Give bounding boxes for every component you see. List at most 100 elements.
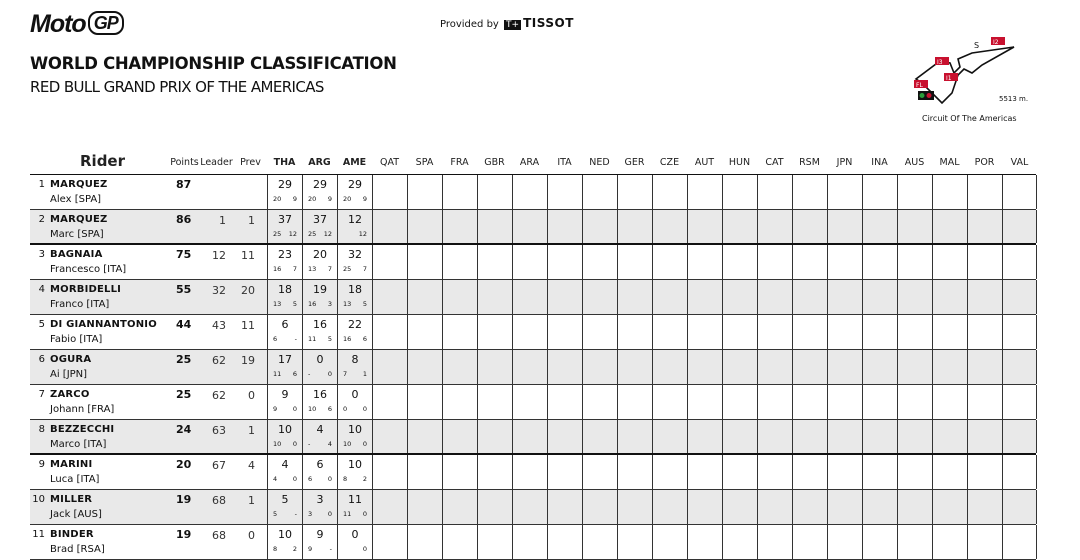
race-cell-ame: 32 25 7 (337, 245, 372, 279)
race-points: - (294, 510, 297, 518)
race-header-jpn: JPN (836, 157, 853, 168)
race-cell-hun (722, 245, 757, 279)
rider-firstname: Jack [AUS] (50, 509, 102, 520)
race-points: 0 (362, 405, 367, 413)
gap-prev: 0 (248, 529, 255, 542)
race-cell-hun (722, 350, 757, 384)
race-cell-ned (582, 350, 617, 384)
svg-text:S: S (974, 41, 979, 50)
race-cell-mal (932, 455, 967, 489)
race-cell-arg: 0-0 (302, 350, 337, 384)
position: 1 (38, 179, 45, 190)
points: 25 (176, 353, 192, 366)
race-header-aut: AUT (694, 157, 715, 168)
race-cell-spa (407, 385, 442, 419)
race-cell-mal (932, 210, 967, 243)
race-cell-cze (652, 455, 687, 489)
race-cell-cze (652, 245, 687, 279)
race-cell-aus (897, 210, 932, 243)
race-points: 9 (362, 195, 367, 203)
leader-header: Leader (200, 157, 233, 168)
sprint-points: 11 (343, 510, 352, 518)
gap-prev: 0 (248, 389, 255, 402)
race-header-val: VAL (1010, 157, 1029, 168)
race-cell-fra (442, 245, 477, 279)
race-cell-por (967, 350, 1002, 384)
rider-firstname: Francesco [ITA] (50, 264, 127, 275)
gap-leader: 63 (212, 424, 226, 437)
race-cell-aut (687, 385, 722, 419)
race-cell-ita (547, 490, 582, 524)
sprint-points: 20 (273, 195, 282, 203)
gap-leader: 62 (212, 389, 226, 402)
sprint-points: 10 (343, 440, 352, 448)
points: 44 (176, 318, 192, 331)
race-cell-ina (862, 525, 897, 559)
race-cell-jpn (827, 490, 862, 524)
race-cell-spa (407, 350, 442, 384)
race-total: 10 (348, 423, 362, 436)
race-header-por: POR (974, 157, 995, 168)
rider-surname: MARQUEZ (50, 179, 108, 190)
race-cell-ger (617, 385, 652, 419)
race-total: 19 (313, 283, 327, 296)
race-cell-cat (757, 525, 792, 559)
gap-prev: 11 (241, 249, 255, 262)
race-header-rsm: RSM (799, 157, 820, 168)
race-total: 16 (313, 388, 327, 401)
race-cell-ina (862, 350, 897, 384)
race-total: 10 (278, 528, 292, 541)
race-cell-mal (932, 280, 967, 314)
svg-text:I3: I3 (937, 59, 943, 66)
sponsor-line: Provided by T+ TISSOT (440, 16, 574, 30)
race-cell-ned (582, 280, 617, 314)
sprint-points: 4 (273, 475, 278, 483)
race-cell-rsm (792, 210, 827, 243)
race-cell-ita (547, 245, 582, 279)
sprint-points: 20 (308, 195, 317, 203)
race-cell-aus (897, 280, 932, 314)
race-cell-cze (652, 420, 687, 453)
points: 75 (176, 248, 192, 261)
race-cell-cze (652, 525, 687, 559)
gap-leader: 43 (212, 319, 226, 332)
race-cell-ina (862, 420, 897, 453)
race-cell-rsm (792, 385, 827, 419)
race-cell-ita (547, 315, 582, 349)
race-points: 9 (292, 195, 297, 203)
race-points: 7 (362, 265, 367, 273)
race-cell-gbr (477, 245, 512, 279)
race-cell-por (967, 210, 1002, 243)
race-cell-aus (897, 385, 932, 419)
race-cell-por (967, 315, 1002, 349)
race-cell-aut (687, 245, 722, 279)
sprint-points: 13 (308, 265, 317, 273)
race-cell-ita (547, 455, 582, 489)
race-cell-rsm (792, 280, 827, 314)
race-cell-gbr (477, 490, 512, 524)
race-total: 9 (316, 528, 324, 541)
race-cell-jpn (827, 245, 862, 279)
points: 87 (176, 178, 192, 191)
race-cell-mal (932, 385, 967, 419)
race-cell-spa (407, 280, 442, 314)
race-total: 17 (278, 353, 292, 366)
race-cell-cat (757, 420, 792, 453)
gap-prev: 4 (248, 459, 255, 472)
race-cell-por (967, 455, 1002, 489)
sprint-points: 25 (308, 230, 317, 238)
points: 19 (176, 528, 192, 541)
race-header-fra: FRA (450, 157, 469, 168)
sprint-points: 16 (308, 300, 317, 308)
race-points: 0 (292, 475, 297, 483)
race-cell-ame: 12 12 (337, 210, 372, 243)
race-cell-ger (617, 245, 652, 279)
race-cell-fra (442, 455, 477, 489)
race-cell-hun (722, 455, 757, 489)
sprint-points: 11 (273, 370, 282, 378)
